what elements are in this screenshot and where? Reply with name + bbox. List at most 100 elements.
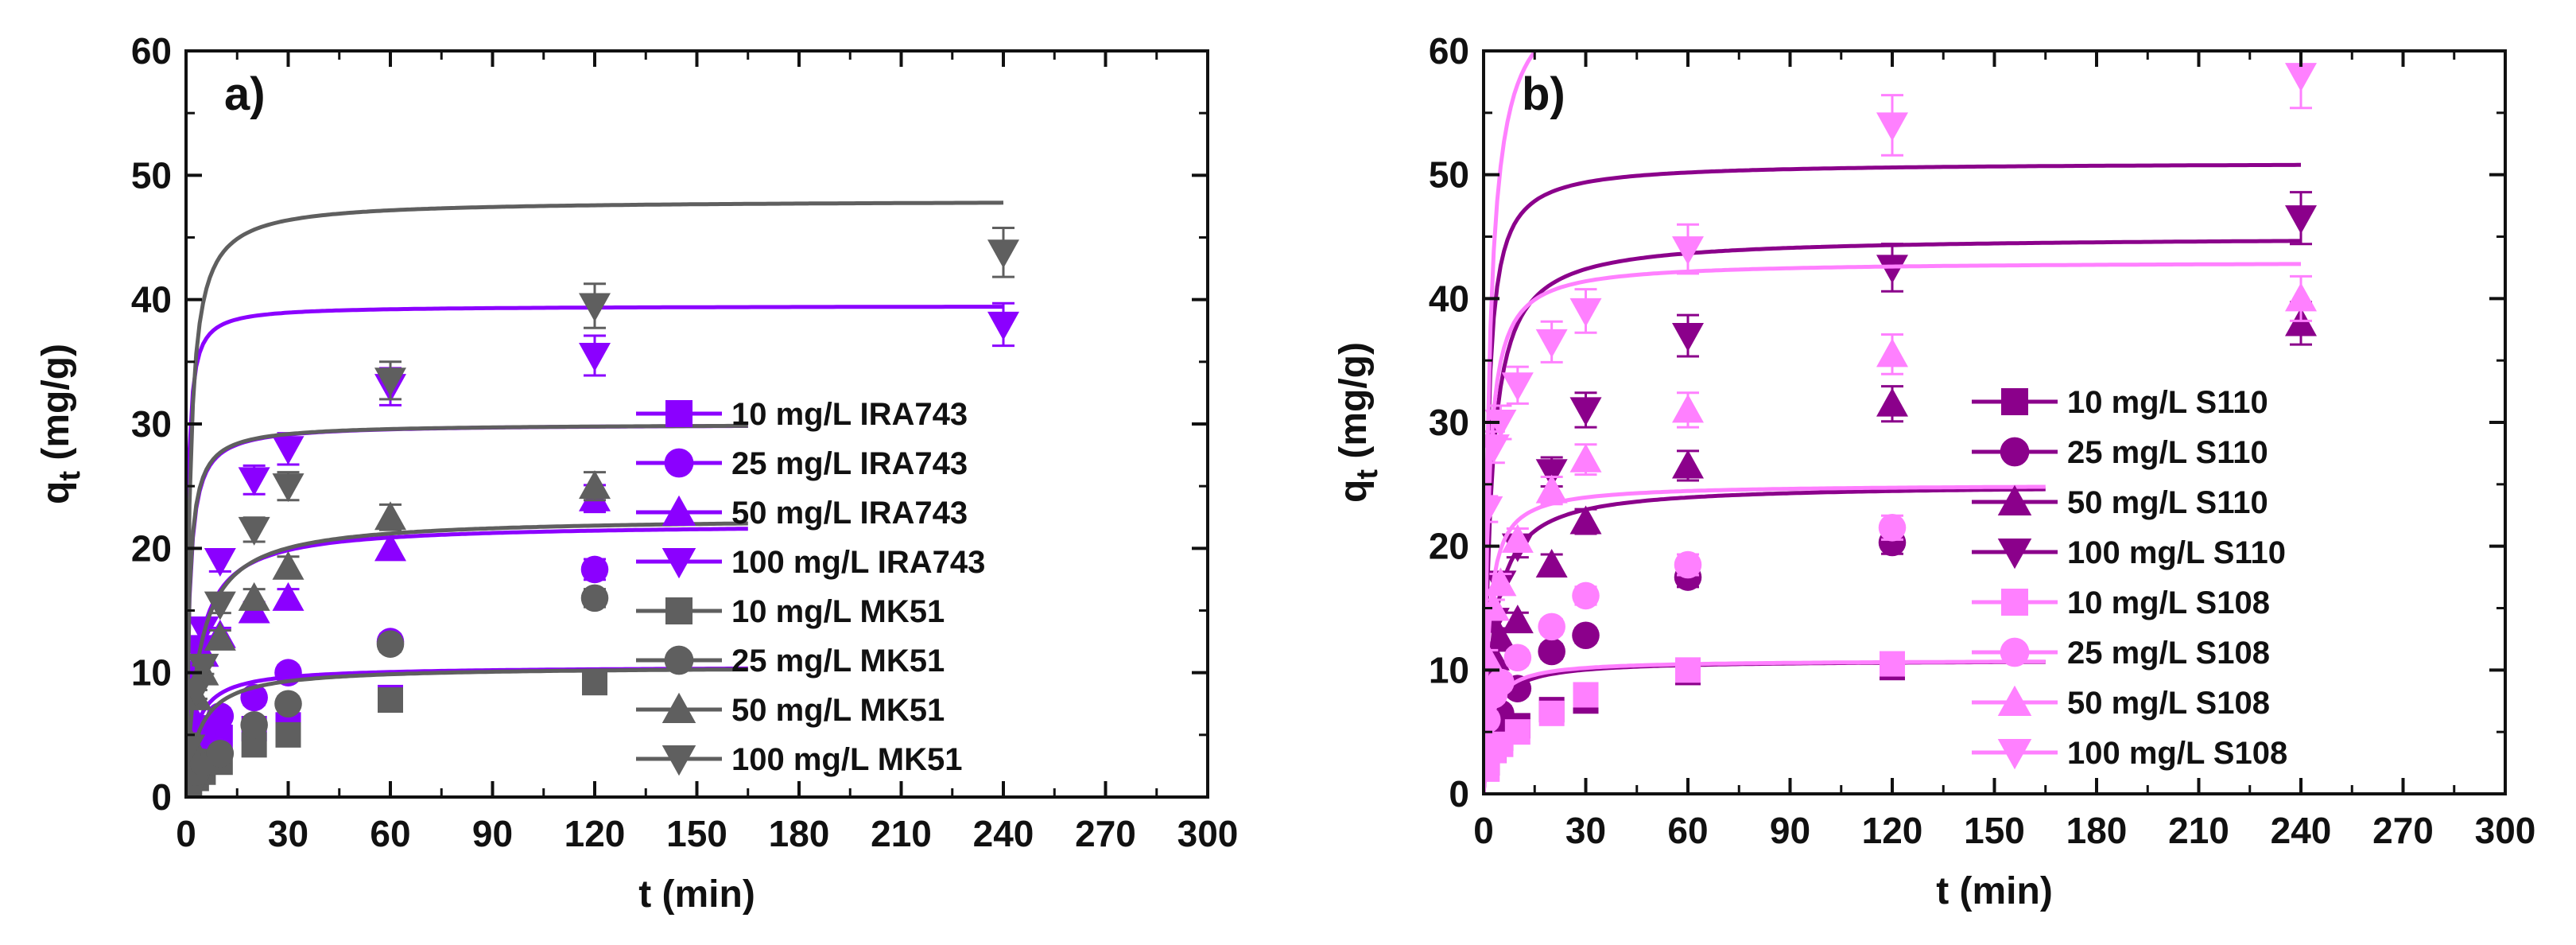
data-point (204, 591, 236, 620)
legend-marker (1997, 685, 2032, 716)
data-point (1674, 550, 1702, 579)
data-point (1535, 474, 1568, 504)
legend-item: 100 mg/L S108 (1972, 736, 2287, 771)
x-tick-label: 150 (1964, 810, 2025, 851)
fit-line-50-mg-l-s108 (1484, 262, 2301, 794)
data-point (374, 368, 406, 397)
fit-line-25-mg-l-s110 (1484, 487, 2046, 794)
legend-label: 50 mg/L IRA743 (731, 496, 968, 531)
legend-marker (1997, 739, 2032, 770)
y-axis-title-unit: (mg/g) (1333, 342, 1375, 469)
y-axis-title-subscript: t (1351, 469, 1384, 480)
x-tick-label: 210 (2168, 810, 2229, 851)
x-tick-label: 0 (176, 813, 196, 854)
legend-item: 25 mg/L IRA743 (636, 446, 968, 481)
legend-label: 25 mg/L MK51 (731, 644, 945, 679)
data-point (1876, 387, 1908, 417)
data-point (186, 734, 206, 764)
fit-line-25-mg-l-ira743 (186, 527, 748, 797)
y-axis-title-subscript: t (53, 471, 87, 481)
x-tick-label: 30 (268, 813, 308, 854)
data-point (1538, 637, 1565, 666)
data-point (1672, 323, 1704, 352)
y-tick-label: 50 (1429, 154, 1469, 196)
data-point (2285, 205, 2317, 235)
y-tick-label: 10 (1429, 649, 1469, 690)
data-point (579, 293, 611, 322)
data-point (1535, 459, 1568, 488)
data-point (1569, 443, 1602, 472)
data-point (374, 501, 406, 531)
data-point (1569, 505, 1602, 535)
data-point (1535, 329, 1568, 358)
x-tick-label: 90 (1770, 810, 1810, 851)
data-point (1484, 623, 1517, 652)
legend-label: 25 mg/L IRA743 (731, 446, 968, 481)
fit-line-10-mg-l-ira743 (186, 666, 748, 797)
legend-label: 10 mg/L S108 (2067, 585, 2270, 620)
x-tick-label: 60 (370, 813, 410, 854)
data-point (1876, 338, 1908, 368)
legend-item: 50 mg/L MK51 (636, 692, 945, 728)
legend: 10 mg/L IRA743 25 mg/L IRA743 50 mg/L IRA7… (636, 397, 985, 777)
data-point (579, 470, 611, 500)
y-axis-title: qt (mg/g) (35, 344, 87, 504)
legend-marker (661, 495, 696, 526)
y-tick-label: 40 (1429, 278, 1469, 319)
x-tick-label: 120 (1862, 810, 1923, 851)
fit-line-25-mg-l-mk51 (186, 521, 748, 797)
data-point (2285, 282, 2317, 312)
legend-item: 100 mg/L IRA743 (636, 545, 985, 580)
x-tick-label: 270 (2372, 810, 2434, 851)
x-axis-title: t (min) (1936, 870, 2053, 912)
data-point (238, 581, 270, 611)
legend-item: 50 mg/L S108 (1972, 685, 2270, 721)
plot-area (1484, 51, 2317, 794)
data-point (187, 653, 219, 682)
y-axis-title-main: q (35, 481, 77, 504)
data-point (378, 687, 403, 714)
x-tick-label: 270 (1075, 813, 1136, 854)
axes-frame (1482, 49, 2507, 795)
legend-marker (2001, 589, 2028, 616)
data-point (238, 467, 270, 496)
data-point (1878, 514, 1907, 542)
y-tick-label: 30 (1429, 402, 1469, 443)
legend-marker (661, 745, 696, 776)
legend-marker (661, 692, 696, 723)
legend-label: 50 mg/L S108 (2067, 686, 2270, 721)
data-point (1484, 592, 1510, 621)
x-tick-label: 0 (1473, 810, 1494, 851)
plot-area (186, 200, 1019, 797)
data-point (1484, 567, 1517, 597)
x-axis-title: t (min) (638, 873, 755, 916)
x-tick-label: 210 (871, 813, 932, 854)
legend-item: 25 mg/L S110 (1972, 435, 2268, 470)
data-point (1501, 605, 1534, 634)
data-point (580, 584, 609, 612)
data-point (1573, 682, 1599, 708)
fit-line-10-mg-l-mk51 (186, 667, 748, 797)
data-point (1501, 372, 1534, 402)
legend-label: 50 mg/L MK51 (731, 693, 945, 728)
fit-line-10-mg-l-s110 (1484, 659, 2046, 794)
x-tick-label: 60 (1667, 810, 1708, 851)
legend-item: 10 mg/L MK51 (636, 594, 945, 629)
y-tick-label: 0 (1449, 773, 1469, 815)
data-point (1672, 236, 1704, 266)
data-point (1876, 255, 1908, 284)
legend-item: 100 mg/L S110 (1972, 535, 2286, 570)
data-point (186, 679, 212, 708)
y-tick-label: 20 (1429, 526, 1469, 567)
data-point (1572, 621, 1600, 650)
data-point (1484, 496, 1503, 525)
data-point (1535, 549, 1568, 578)
fit-line-100-mg-l-s110 (1484, 162, 2301, 794)
data-point (1538, 700, 1565, 726)
data-point (1484, 641, 1503, 671)
data-point (1569, 397, 1602, 426)
legend-marker (1997, 484, 2032, 515)
legend-label: 10 mg/L IRA743 (731, 397, 968, 432)
x-tick-label: 150 (666, 813, 727, 854)
